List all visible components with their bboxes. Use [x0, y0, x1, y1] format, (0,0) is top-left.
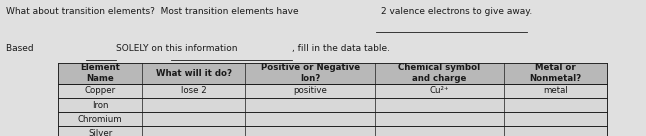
- FancyBboxPatch shape: [58, 98, 607, 112]
- Text: metal: metal: [543, 86, 568, 95]
- Text: What will it do?: What will it do?: [156, 69, 232, 78]
- Text: Cu²⁺: Cu²⁺: [430, 86, 449, 95]
- Text: , fill in the data table.: , fill in the data table.: [293, 44, 390, 52]
- Text: Chromium: Chromium: [78, 115, 123, 124]
- Text: Silver: Silver: [88, 129, 112, 136]
- Text: Chemical symbol
and charge: Chemical symbol and charge: [398, 63, 481, 83]
- Text: positive: positive: [293, 86, 327, 95]
- Text: Iron: Iron: [92, 101, 109, 110]
- Text: 2 valence electrons to give away.: 2 valence electrons to give away.: [381, 7, 532, 16]
- Text: What about transition elements?  Most transition elements have: What about transition elements? Most tra…: [6, 7, 302, 16]
- FancyBboxPatch shape: [58, 63, 607, 84]
- Text: Positive or Negative
Ion?: Positive or Negative Ion?: [260, 63, 360, 83]
- Text: Based: Based: [6, 44, 37, 52]
- Text: Metal or
Nonmetal?: Metal or Nonmetal?: [530, 63, 581, 83]
- Text: SOLELY on this information: SOLELY on this information: [116, 44, 238, 52]
- FancyBboxPatch shape: [58, 126, 607, 136]
- Text: Copper: Copper: [85, 86, 116, 95]
- FancyBboxPatch shape: [58, 112, 607, 126]
- Text: lose 2: lose 2: [181, 86, 207, 95]
- Text: Element
Name: Element Name: [80, 63, 120, 83]
- FancyBboxPatch shape: [58, 84, 607, 98]
